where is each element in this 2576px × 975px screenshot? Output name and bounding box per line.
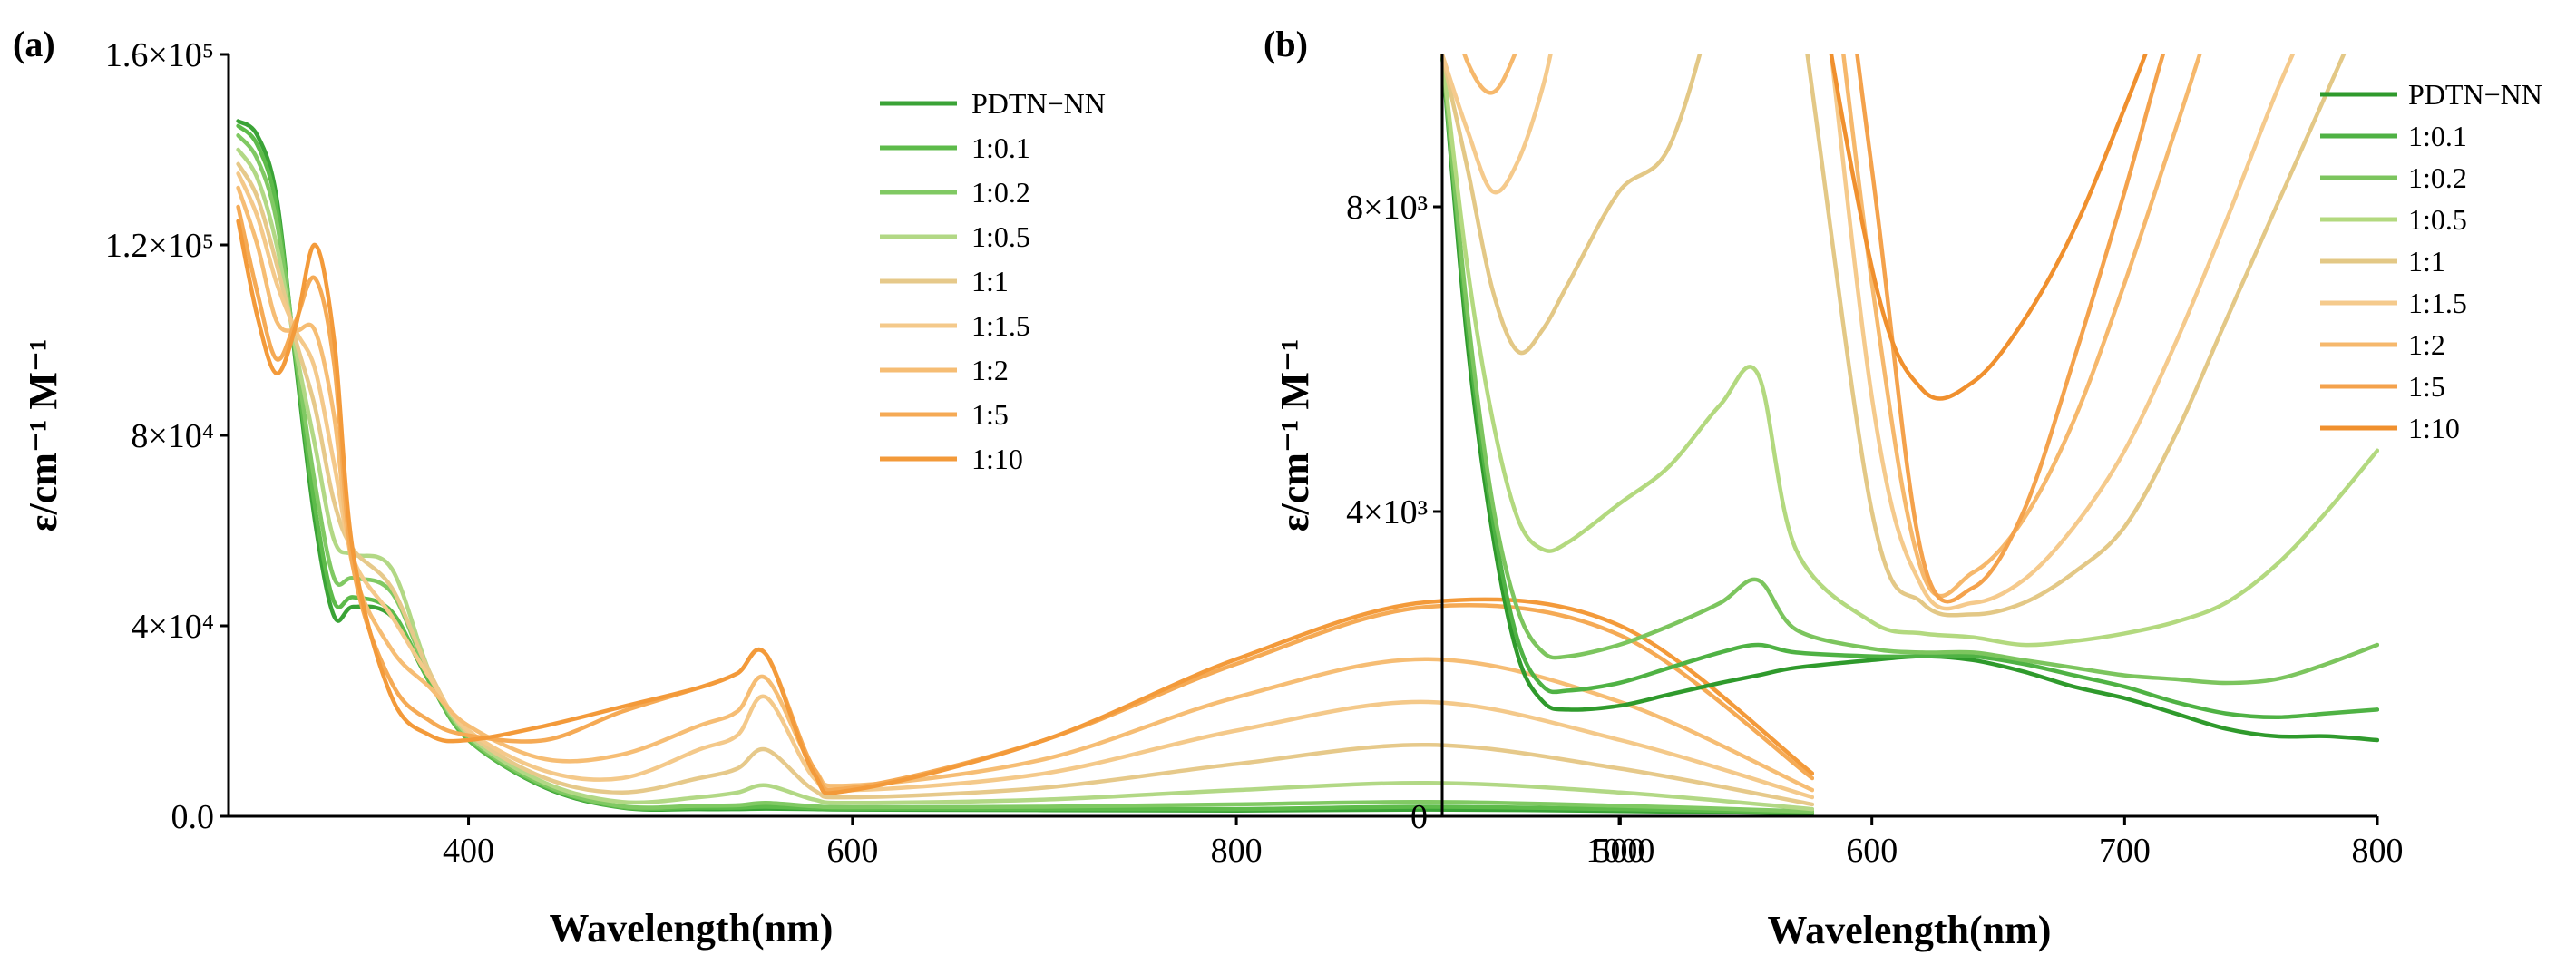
series-group-a (236, 119, 1814, 816)
legend-label-a-1: 1:0.1 (971, 132, 1030, 164)
series-line-b-3 (1440, 54, 2379, 648)
panel-label-b: (b) (1264, 24, 1308, 64)
legend-label-a-2: 1:0.2 (971, 176, 1030, 209)
legend-a: PDTN−NN 1:0.1 1:0.2 1:0.5 1:1 1:1.5 1:2 1:5 1:10 (880, 87, 1106, 475)
legend-label-a-0: PDTN−NN (971, 87, 1106, 120)
legend-label-b-8: 1:10 (2408, 412, 2460, 444)
legend-label-b-6: 1:2 (2408, 328, 2445, 361)
legend-label-a-4: 1:1 (971, 265, 1009, 297)
legend-label-b-4: 1:1 (2408, 245, 2445, 278)
series-line-a-4 (236, 161, 1814, 807)
series-line-b-8 (1829, 54, 2148, 401)
series-line-b-1 (1440, 54, 2379, 720)
y-tick-label-b-2: 8×10³ (1346, 189, 1428, 227)
x-axis-title-b: Wavelength(nm) (1768, 908, 2052, 952)
series-group-b (1440, 54, 2379, 743)
series-line-b-6 (1462, 54, 2202, 599)
chart-panel-b: (b) 500 600 700 800 0 4×10³ 8×10³ Wavelength(… (1264, 24, 2542, 952)
y-tick-label-a-3: 1.2×10⁵ (105, 227, 214, 265)
series-line-b-5 (1440, 54, 2296, 611)
series-line-a-6 (236, 185, 1814, 793)
axes-a (227, 54, 1812, 818)
legend-label-a-3: 1:0.5 (971, 220, 1030, 253)
legend-label-b-1: 1:0.1 (2408, 120, 2467, 152)
chart-panel-a: (a) 400 600 800 1000 0.0 4×10⁴ 8×10⁴ 1.2×10⁵ 1.… (13, 24, 1814, 951)
y-tick-label-b-0: 0 (1410, 798, 1428, 836)
y-axis-title-b: ε/cm⁻¹ M⁻¹ (1273, 339, 1317, 532)
panel-label-a: (a) (13, 24, 55, 64)
y-tick-label-a-1: 4×10⁴ (131, 608, 214, 646)
series-line-a-3 (236, 147, 1814, 812)
axes-b (1440, 54, 2377, 818)
y-tick-label-a-4: 1.6×10⁵ (105, 36, 214, 74)
legend-label-a-8: 1:10 (971, 443, 1023, 475)
x-tick-label-a-2: 800 (1211, 832, 1263, 870)
legend-b: PDTN−NN 1:0.1 1:0.2 1:0.5 1:1 1:1.5 1:2 1:5 1:10 (2320, 78, 2542, 444)
legend-label-b-0: PDTN−NN (2408, 78, 2542, 111)
legend-label-b-7: 1:5 (2408, 370, 2445, 403)
series-line-a-2 (236, 133, 1814, 814)
x-tick-label-a-0: 400 (443, 832, 494, 870)
x-tick-label-a-1: 600 (826, 832, 878, 870)
legend-label-a-7: 1:5 (971, 398, 1009, 431)
series-line-a-5 (236, 171, 1814, 800)
x-tick-label-a-3: 1000 (1586, 832, 1654, 870)
legend-label-a-6: 1:2 (971, 354, 1009, 386)
legend-label-b-5: 1:1.5 (2408, 287, 2467, 319)
legend-label-b-3: 1:0.5 (2408, 203, 2467, 236)
y-tick-label-a-0: 0.0 (171, 798, 215, 836)
legend-label-b-2: 1:0.2 (2408, 161, 2467, 194)
series-line-b-7 (1855, 54, 2166, 604)
series-line-a-7 (236, 204, 1814, 793)
x-tick-label-b-0: 500 (1594, 832, 1645, 870)
series-line-b-2 (1440, 54, 2379, 686)
series-line-b-0 (1440, 54, 2379, 743)
x-axis-title-a: Wavelength(nm) (550, 906, 834, 951)
x-ticks-a: 400 600 800 1000 (443, 816, 1654, 870)
y-tick-label-b-1: 4×10³ (1346, 493, 1428, 531)
y-ticks-a: 0.0 4×10⁴ 8×10⁴ 1.2×10⁵ 1.6×10⁵ (105, 36, 229, 836)
x-tick-label-b-1: 600 (1846, 832, 1898, 870)
x-tick-label-b-3: 800 (2352, 832, 2404, 870)
y-ticks-b: 0 4×10³ 8×10³ (1346, 189, 1442, 836)
x-ticks-b: 500 600 700 800 (1594, 816, 2404, 870)
x-tick-label-b-2: 700 (2099, 832, 2151, 870)
y-tick-label-a-2: 8×10⁴ (131, 417, 214, 455)
series-line-b-4 (1440, 54, 2347, 618)
legend-label-a-5: 1:1.5 (971, 309, 1030, 342)
y-axis-title-a: ε/cm⁻¹ M⁻¹ (21, 339, 65, 532)
series-line-a-8 (236, 219, 1814, 795)
